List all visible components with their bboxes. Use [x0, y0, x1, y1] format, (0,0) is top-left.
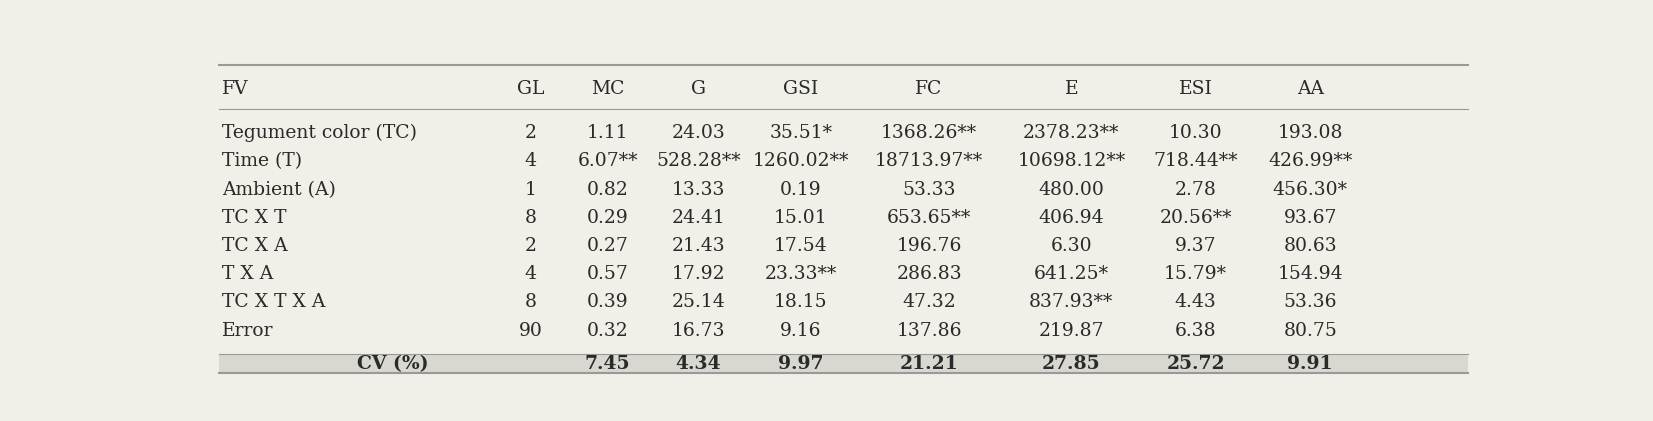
- Text: 21.21: 21.21: [899, 355, 959, 373]
- Text: 0.32: 0.32: [587, 322, 628, 340]
- Text: 2.78: 2.78: [1175, 181, 1217, 199]
- Text: GSI: GSI: [784, 80, 818, 99]
- Text: 4: 4: [524, 265, 537, 283]
- Text: 718.44**: 718.44**: [1154, 152, 1238, 171]
- Text: Ambient (A): Ambient (A): [222, 181, 336, 199]
- Text: 1260.02**: 1260.02**: [752, 152, 850, 171]
- Text: 1368.26**: 1368.26**: [881, 124, 977, 142]
- Text: 13.33: 13.33: [671, 181, 726, 199]
- Text: 21.43: 21.43: [671, 237, 726, 255]
- Text: FV: FV: [222, 80, 248, 99]
- Text: 0.29: 0.29: [587, 209, 628, 227]
- Text: 25.14: 25.14: [671, 293, 726, 312]
- Text: 0.19: 0.19: [780, 181, 822, 199]
- Text: 480.00: 480.00: [1038, 181, 1104, 199]
- Text: 193.08: 193.08: [1278, 124, 1342, 142]
- Text: ESI: ESI: [1179, 80, 1213, 99]
- Text: Error: Error: [222, 322, 273, 340]
- Text: FC: FC: [916, 80, 942, 99]
- Text: E: E: [1065, 80, 1078, 99]
- Text: 837.93**: 837.93**: [1030, 293, 1114, 312]
- Text: 20.56**: 20.56**: [1159, 209, 1231, 227]
- Text: 90: 90: [519, 322, 542, 340]
- Text: T X A: T X A: [222, 265, 273, 283]
- Text: 406.94: 406.94: [1038, 209, 1104, 227]
- Text: 1.11: 1.11: [587, 124, 628, 142]
- Text: 6.38: 6.38: [1175, 322, 1217, 340]
- Text: 15.01: 15.01: [774, 209, 828, 227]
- Text: 17.54: 17.54: [774, 237, 828, 255]
- Text: 10.30: 10.30: [1169, 124, 1223, 142]
- Text: GL: GL: [517, 80, 544, 99]
- Text: 641.25*: 641.25*: [1033, 265, 1109, 283]
- Text: Time (T): Time (T): [222, 152, 302, 171]
- Text: 219.87: 219.87: [1038, 322, 1104, 340]
- Text: 137.86: 137.86: [896, 322, 962, 340]
- Text: 4.43: 4.43: [1175, 293, 1217, 312]
- Text: AA: AA: [1296, 80, 1324, 99]
- Text: 426.99**: 426.99**: [1268, 152, 1352, 171]
- Text: 24.03: 24.03: [671, 124, 726, 142]
- Text: Tegument color (TC): Tegument color (TC): [222, 124, 417, 142]
- Text: 16.73: 16.73: [671, 322, 726, 340]
- Text: 9.91: 9.91: [1288, 355, 1332, 373]
- Text: 9.97: 9.97: [779, 355, 823, 373]
- Text: CV (%): CV (%): [357, 355, 428, 373]
- Text: 286.83: 286.83: [896, 265, 962, 283]
- Text: 27.85: 27.85: [1041, 355, 1101, 373]
- Text: 25.72: 25.72: [1167, 355, 1225, 373]
- Text: 18713.97**: 18713.97**: [874, 152, 984, 171]
- Text: 8: 8: [524, 293, 537, 312]
- Text: 9.16: 9.16: [780, 322, 822, 340]
- Text: 23.33**: 23.33**: [765, 265, 836, 283]
- Text: 17.92: 17.92: [671, 265, 726, 283]
- Text: 4: 4: [524, 152, 537, 171]
- Text: 0.39: 0.39: [587, 293, 628, 312]
- Text: MC: MC: [590, 80, 625, 99]
- Text: 196.76: 196.76: [896, 237, 962, 255]
- Text: 10698.12**: 10698.12**: [1017, 152, 1126, 171]
- Text: 2378.23**: 2378.23**: [1023, 124, 1119, 142]
- Text: 0.82: 0.82: [587, 181, 628, 199]
- Text: 653.65**: 653.65**: [888, 209, 972, 227]
- Text: 4.34: 4.34: [676, 355, 721, 373]
- Text: 9.37: 9.37: [1175, 237, 1217, 255]
- Text: 0.27: 0.27: [587, 237, 628, 255]
- Text: 154.94: 154.94: [1278, 265, 1344, 283]
- Text: 15.79*: 15.79*: [1164, 265, 1227, 283]
- Text: 456.30*: 456.30*: [1273, 181, 1347, 199]
- Text: 35.51*: 35.51*: [770, 124, 833, 142]
- Text: 80.63: 80.63: [1283, 237, 1337, 255]
- Text: 6.30: 6.30: [1051, 237, 1093, 255]
- Bar: [220, 354, 1468, 373]
- Text: 93.67: 93.67: [1283, 209, 1337, 227]
- Text: 2: 2: [524, 237, 537, 255]
- Text: G: G: [691, 80, 706, 99]
- Text: 2: 2: [524, 124, 537, 142]
- Text: 53.33: 53.33: [903, 181, 955, 199]
- Text: 8: 8: [524, 209, 537, 227]
- Text: 7.45: 7.45: [585, 355, 630, 373]
- Text: 47.32: 47.32: [903, 293, 955, 312]
- Text: TC X T X A: TC X T X A: [222, 293, 326, 312]
- Text: 53.36: 53.36: [1283, 293, 1337, 312]
- Text: 80.75: 80.75: [1283, 322, 1337, 340]
- Text: 24.41: 24.41: [671, 209, 726, 227]
- Text: TC X T: TC X T: [222, 209, 286, 227]
- Text: 18.15: 18.15: [774, 293, 828, 312]
- Text: 1: 1: [524, 181, 537, 199]
- Text: 0.57: 0.57: [587, 265, 628, 283]
- Text: 6.07**: 6.07**: [577, 152, 638, 171]
- Text: TC X A: TC X A: [222, 237, 288, 255]
- Text: 528.28**: 528.28**: [656, 152, 741, 171]
